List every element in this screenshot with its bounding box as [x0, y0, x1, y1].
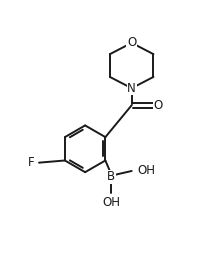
- Text: F: F: [28, 156, 35, 169]
- Text: B: B: [107, 171, 115, 183]
- Text: O: O: [154, 99, 163, 112]
- Text: OH: OH: [102, 196, 120, 209]
- Text: OH: OH: [138, 165, 156, 178]
- Text: O: O: [127, 36, 136, 49]
- Text: N: N: [127, 82, 136, 95]
